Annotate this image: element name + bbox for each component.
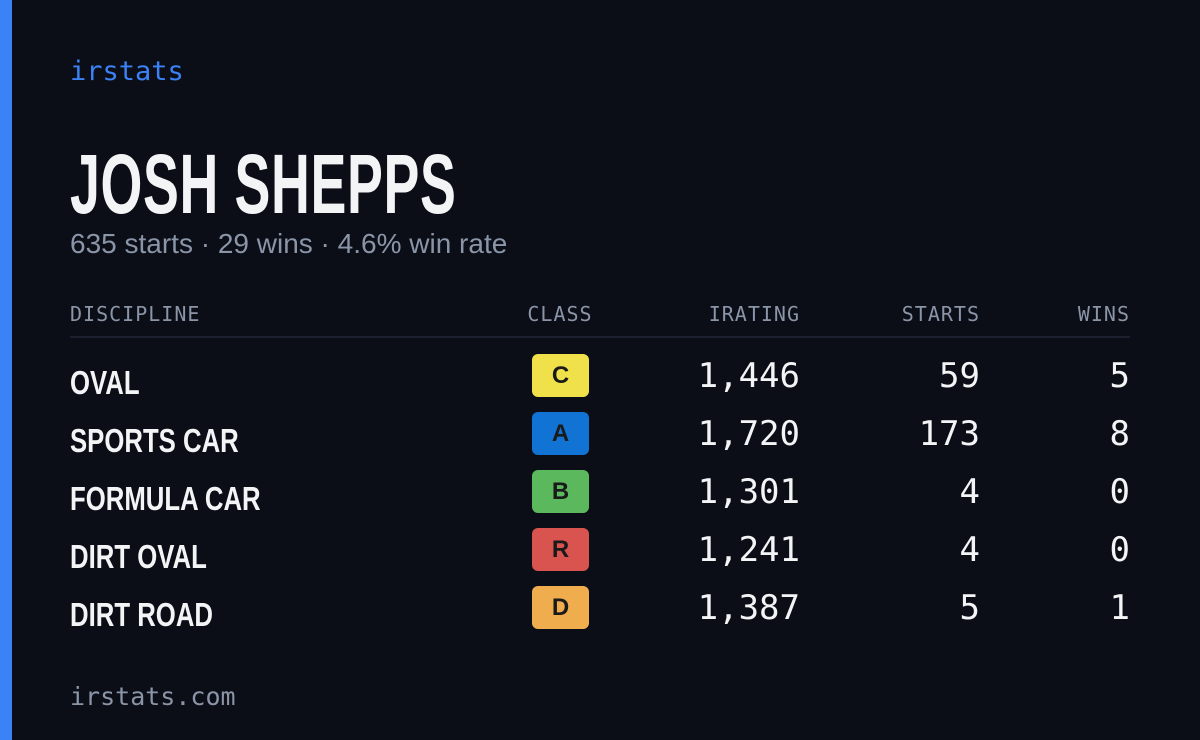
starts: 4 bbox=[959, 472, 980, 512]
class-badge: B bbox=[532, 470, 589, 513]
column-header: IRATING bbox=[708, 302, 800, 326]
class-badge: A bbox=[532, 412, 589, 455]
discipline: SPORTS CAR bbox=[70, 422, 239, 459]
wins: 8 bbox=[1109, 414, 1130, 454]
irating: 1,241 bbox=[697, 530, 800, 570]
driver-name: JOSH SHEPPS bbox=[70, 137, 457, 231]
class-badge: R bbox=[532, 528, 589, 571]
wins: 5 bbox=[1109, 356, 1130, 396]
starts: 173 bbox=[918, 414, 980, 454]
discipline: FORMULA CAR bbox=[70, 480, 261, 517]
accent-bar bbox=[0, 0, 12, 740]
column-header: CLASS bbox=[527, 302, 593, 326]
discipline: DIRT ROAD bbox=[70, 596, 213, 633]
starts: 4 bbox=[959, 530, 980, 570]
irating: 1,720 bbox=[697, 414, 800, 454]
header-rule bbox=[70, 336, 1130, 338]
discipline: OVAL bbox=[70, 364, 140, 401]
irating: 1,301 bbox=[697, 472, 800, 512]
starts: 5 bbox=[959, 588, 980, 628]
discipline: DIRT OVAL bbox=[70, 538, 207, 575]
class-badge: D bbox=[532, 586, 589, 629]
wins: 1 bbox=[1109, 588, 1130, 628]
summary: 635 starts · 29 wins · 4.6% win rate bbox=[70, 228, 508, 259]
class-badge: C bbox=[532, 354, 589, 397]
column-header: WINS bbox=[1077, 302, 1130, 326]
irating: 1,446 bbox=[697, 356, 800, 396]
column-header: DISCIPLINE bbox=[70, 302, 201, 326]
wins: 0 bbox=[1109, 530, 1130, 570]
starts: 59 bbox=[939, 356, 980, 396]
footer: irstats.com bbox=[70, 682, 236, 711]
brand: irstats bbox=[70, 56, 184, 87]
irating: 1,387 bbox=[697, 588, 800, 628]
wins: 0 bbox=[1109, 472, 1130, 512]
column-header: STARTS bbox=[901, 302, 980, 326]
